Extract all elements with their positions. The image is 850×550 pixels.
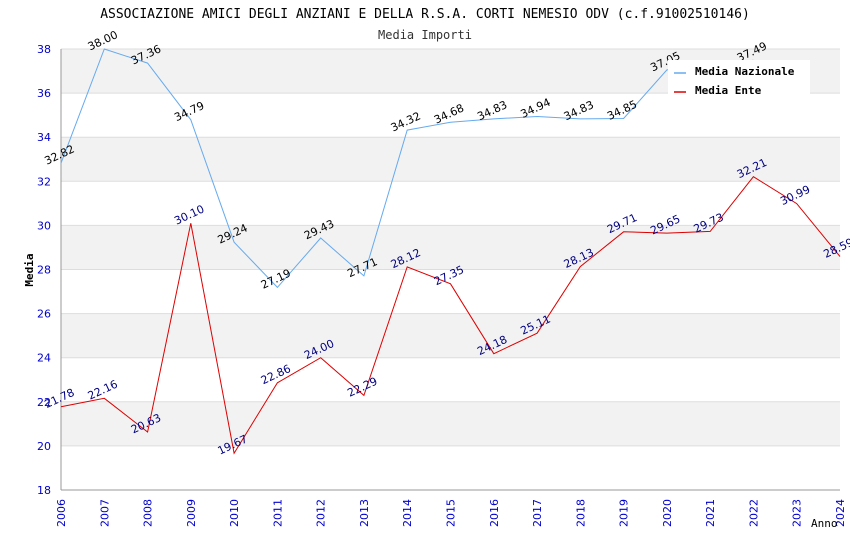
- x-tick-label: 2009: [185, 499, 198, 527]
- data-label: 34.83: [562, 98, 596, 123]
- data-label: 30.10: [172, 202, 206, 227]
- x-axis-ticks: 2006 2007 2008 2009 2010 2011 2012 2013 2014 2015…: [55, 499, 847, 527]
- series-line-ente: [60, 176, 841, 455]
- y-tick-label: 22: [37, 396, 51, 409]
- legend-label-nazionale: Media Nazionale: [695, 65, 795, 78]
- x-tick-label: 2010: [228, 499, 241, 527]
- data-label: 30.99: [778, 183, 812, 208]
- x-tick-label: 2020: [661, 499, 674, 527]
- plot-band: [61, 225, 840, 270]
- data-label: 34.85: [605, 98, 639, 123]
- x-tick-label: 2014: [401, 499, 414, 527]
- x-tick-label: 2008: [142, 499, 155, 527]
- x-tick-label: 2018: [574, 499, 587, 527]
- x-tick-label: 2017: [531, 499, 544, 527]
- x-tick-label: 2016: [488, 499, 501, 527]
- y-tick-label: 20: [37, 440, 51, 453]
- y-tick-label: 28: [37, 264, 51, 277]
- legend-label-ente: Media Ente: [695, 84, 762, 97]
- x-axis-label: Anno: [811, 517, 838, 530]
- series-line-nazionale: [60, 48, 754, 289]
- y-tick-label: 38: [37, 43, 51, 56]
- x-tick-label: 2024: [834, 499, 847, 527]
- data-label: 22.86: [259, 362, 293, 387]
- x-tick-label: 2021: [704, 499, 717, 527]
- series-lines: [60, 48, 841, 455]
- plot-band: [61, 401, 840, 446]
- x-tick-label: 2023: [791, 499, 804, 527]
- data-label: 22.29: [345, 375, 379, 400]
- y-axis-ticks: 18 20 22 24 26 28 30 32 34 36 38: [37, 43, 51, 497]
- chart-title: ASSOCIAZIONE AMICI DEGLI ANZIANI E DELLA…: [100, 7, 750, 22]
- legend-box: [668, 60, 810, 96]
- x-tick-label: 2011: [271, 499, 284, 527]
- y-tick-label: 32: [37, 175, 51, 188]
- y-tick-label: 24: [37, 352, 51, 365]
- y-tick-label: 26: [37, 308, 51, 321]
- data-label: 27.19: [259, 267, 293, 292]
- x-tick-label: 2007: [98, 499, 111, 527]
- legend: Media Nazionale Media Ente: [668, 60, 810, 97]
- plot-band: [61, 137, 840, 182]
- y-tick-label: 18: [37, 484, 51, 497]
- x-tick-label: 2022: [747, 499, 760, 527]
- chart-subtitle: Media Importi: [378, 28, 472, 42]
- data-label: 34.32: [389, 109, 423, 134]
- plot-background: [60, 48, 840, 491]
- x-tick-label: 2013: [358, 499, 371, 527]
- x-tick-label: 2015: [445, 499, 458, 527]
- y-tick-label: 30: [37, 219, 51, 232]
- plot-band: [61, 313, 840, 358]
- x-tick-label: 2006: [55, 499, 68, 527]
- x-tick-label: 2012: [315, 499, 328, 527]
- y-tick-label: 36: [37, 87, 51, 100]
- y-axis-label: Media: [23, 253, 36, 286]
- y-tick-label: 34: [37, 131, 51, 144]
- x-tick-label: 2019: [618, 499, 631, 527]
